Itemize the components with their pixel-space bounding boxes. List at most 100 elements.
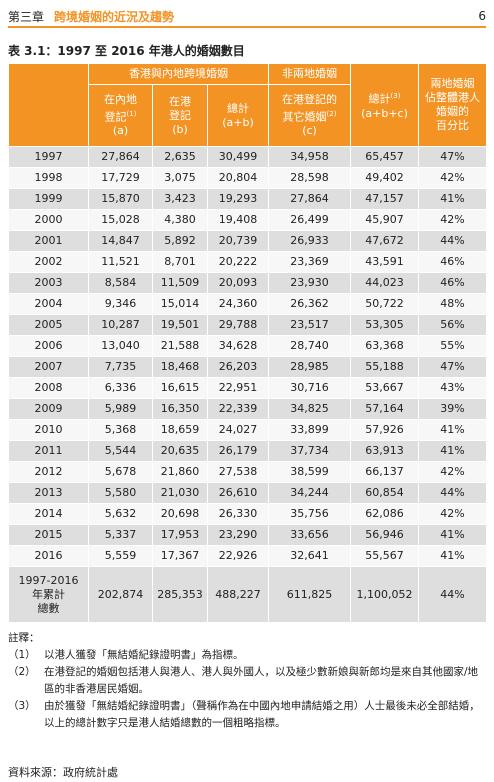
cell: 47,157 [350,188,420,210]
cell: 20,222 [206,251,270,273]
year-cell: 2016 [8,545,89,567]
column-header: 總計(3) (a+b+c) [350,63,420,147]
cell: 611,825 [268,566,352,623]
cell: 34,825 [268,398,352,420]
cell: 22,339 [206,398,270,420]
data-row: 2003 8,584 11,509 20,093 23,930 44,023 46% [8,272,488,294]
cell: 22,951 [206,377,270,399]
notes-heading: 註釋： [8,632,40,644]
year-cell: 1999 [8,188,89,210]
note-label: （1） [8,649,36,661]
cell: 21,860 [152,461,208,483]
notes: 註釋： （1） 以港人獲發「無結婚紀錄證明書」為指標。 （2） 在港登記的婚姻包括港人… [8,630,486,732]
year-cell: 2008 [8,377,89,399]
data-row: 2014 5,632 20,698 26,330 35,756 62,086 42% [8,503,488,525]
header-text: 在港 [169,94,191,108]
footnote-ref: (1) [126,109,137,118]
cell: 60,854 [350,482,420,504]
year-cell: 2001 [8,230,89,252]
cell: 46% [418,251,488,273]
year-cell: 1998 [8,167,89,189]
cell: 27,864 [268,188,352,210]
header-text: 在港登記的 [282,92,338,106]
cell: 48% [418,293,488,315]
cell: 13,040 [88,335,153,357]
cell: 16,615 [152,377,208,399]
cell: 24,027 [206,419,270,441]
cell: 53,305 [350,314,420,336]
label-line: 1997-2016 [18,573,79,587]
cell: 285,353 [152,566,208,623]
cell: 18,468 [152,356,208,378]
cell: 27,864 [88,146,153,168]
cell: 5,580 [88,482,153,504]
cell: 2,635 [152,146,208,168]
cell: 26,179 [206,440,270,462]
cell: 43% [418,377,488,399]
group-header: 非兩地婚姻 [268,63,352,85]
cell: 43,591 [350,251,420,273]
cell: 5,337 [88,524,153,546]
page-number: 6 [478,9,486,23]
header-text: 總計 [368,92,391,106]
chapter-title: 跨境婚姻的近況及趨勢 [54,9,175,24]
table: 香港與內地跨境婚姻 非兩地婚姻 總計(3) (a+b+c) 兩地婚姻 佔整體港人 婚姻的 百分… [8,63,488,623]
data-row: 2012 5,678 21,860 27,538 38,599 66,137 42% [8,461,488,483]
cell: 22,926 [206,545,270,567]
data-row: 2000 15,028 4,380 19,408 26,499 45,907 42% [8,209,488,231]
data-row: 2015 5,337 17,953 23,290 33,656 56,946 41% [8,524,488,546]
cell: 5,989 [88,398,153,420]
data-row: 2016 5,559 17,367 22,926 32,641 55,567 41% [8,545,488,567]
cell: 42% [418,503,488,525]
column-header: 總計 (a+b) [206,84,270,147]
footnote-ref: (2) [326,109,337,118]
cell: 28,740 [268,335,352,357]
cell: 44,023 [350,272,420,294]
cell: 41% [418,524,488,546]
cell: 50,722 [350,293,420,315]
cell: 63,368 [350,335,420,357]
cell: 17,367 [152,545,208,567]
cell: 23,517 [268,314,352,336]
note-text: 由於獲發「無結婚紀錄證明書」（聲稱作為在中國內地申請結婚之用）人士最後未必全部結… [44,700,480,729]
cell: 11,521 [88,251,153,273]
cell: 49,402 [350,167,420,189]
data-row: 1998 17,729 3,075 20,804 28,598 49,402 42% [8,167,488,189]
total-row: 1997-2016 年累計 總數 202,874 285,353 488,227 611,8… [8,566,488,623]
cell: 37,734 [268,440,352,462]
data-row: 2005 10,287 19,501 29,788 23,517 53,305 56% [8,314,488,336]
cell: 20,804 [206,167,270,189]
cell: 26,499 [268,209,352,231]
data-row: 2011 5,544 20,635 26,179 37,734 63,913 41% [8,440,488,462]
header-text: 兩地婚姻 [430,77,475,90]
cell: 3,423 [152,188,208,210]
label-line: 年累計 [32,587,65,601]
year-cell: 2015 [8,524,89,546]
column-key: (c) [302,124,317,138]
data-row: 1999 15,870 3,423 19,293 27,864 47,157 41% [8,188,488,210]
cell: 16,350 [152,398,208,420]
cell: 488,227 [206,566,270,623]
cell: 19,408 [206,209,270,231]
note-text: 以港人獲發「無結婚紀錄證明書」為指標。 [44,649,244,661]
header-cell [8,63,89,147]
column-key: (a) [112,124,129,138]
group-header: 香港與內地跨境婚姻 [87,63,270,85]
data-row: 1997 27,864 2,635 30,499 34,958 65,457 47% [8,146,488,168]
cell: 41% [418,188,488,210]
cell: 5,559 [88,545,153,567]
cell: 23,369 [268,251,352,273]
data-row: 2004 9,346 15,014 24,360 26,362 50,722 48% [8,293,488,315]
cell: 57,164 [350,398,420,420]
cell: 56,946 [350,524,420,546]
cell: 202,874 [88,566,153,623]
header-row: 在內地 登記(1) (a) 在港 登記 (b) 總計 (a+b) 在港登記的 其它婚姻(2) (c) [9,84,487,147]
cell: 20,698 [152,503,208,525]
note: （2） 在港登記的婚姻包括港人與港人、港人與外國人，以及極少數新娘與新郎均是來自其… [8,664,486,698]
data-row: 2006 13,040 21,588 34,628 28,740 63,368 55% [8,335,488,357]
cell: 17,953 [152,524,208,546]
cell: 30,499 [206,146,270,168]
cell: 41% [418,419,488,441]
cell: 42% [418,461,488,483]
cell: 62,086 [350,503,420,525]
